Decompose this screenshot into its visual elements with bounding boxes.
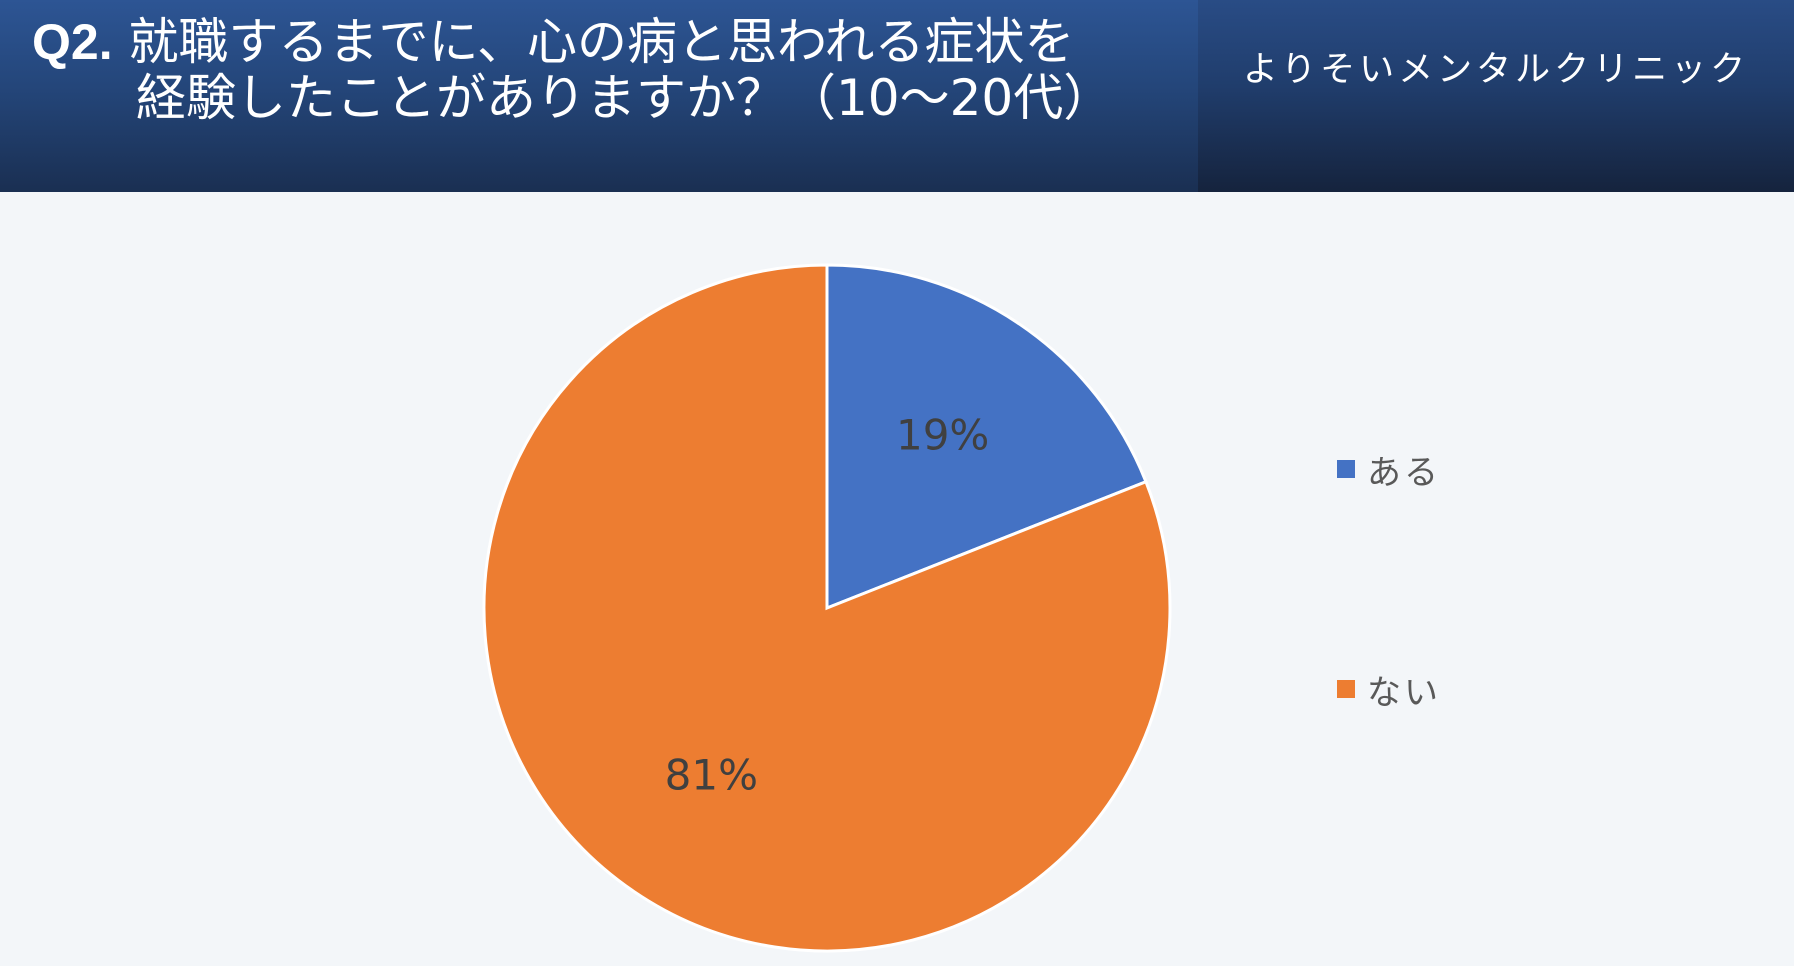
- page-title: Q2. 就職するまでに、心の病と思われる症状を 経験したことがありますか？（10…: [32, 14, 1182, 126]
- title-line-1: Q2. 就職するまでに、心の病と思われる症状を: [32, 14, 1182, 70]
- legend-item-aru: ある: [1337, 449, 1441, 493]
- legend-swatch-nai: [1337, 680, 1355, 698]
- clinic-name: よりそいメンタルクリニック: [1242, 50, 1750, 90]
- legend-label-nai: ない: [1367, 672, 1441, 713]
- legend-item-nai: ない: [1337, 669, 1441, 713]
- title-text-1: 就職するまでに、心の病と思われる症状を: [128, 13, 1075, 71]
- pie-chart: 19% 81%: [482, 263, 1172, 953]
- legend-swatch-aru: [1337, 460, 1355, 478]
- pie-slice-nai: [482, 263, 1172, 953]
- clinic-panel: よりそいメンタルクリニック: [1198, 0, 1794, 192]
- header-banner: Q2. 就職するまでに、心の病と思われる症状を 経験したことがありますか？（10…: [0, 0, 1794, 192]
- legend-label-aru: ある: [1367, 452, 1441, 493]
- pie-slice-aru: [825, 263, 1148, 611]
- question-number: Q2.: [32, 14, 113, 70]
- data-label-aru: 19%: [896, 410, 989, 459]
- title-line-2: 経験したことがありますか？（10～20代）: [136, 69, 1114, 127]
- data-label-nai: 81%: [665, 751, 758, 800]
- pie-chart-area: 19% 81% ある ない: [0, 192, 1794, 962]
